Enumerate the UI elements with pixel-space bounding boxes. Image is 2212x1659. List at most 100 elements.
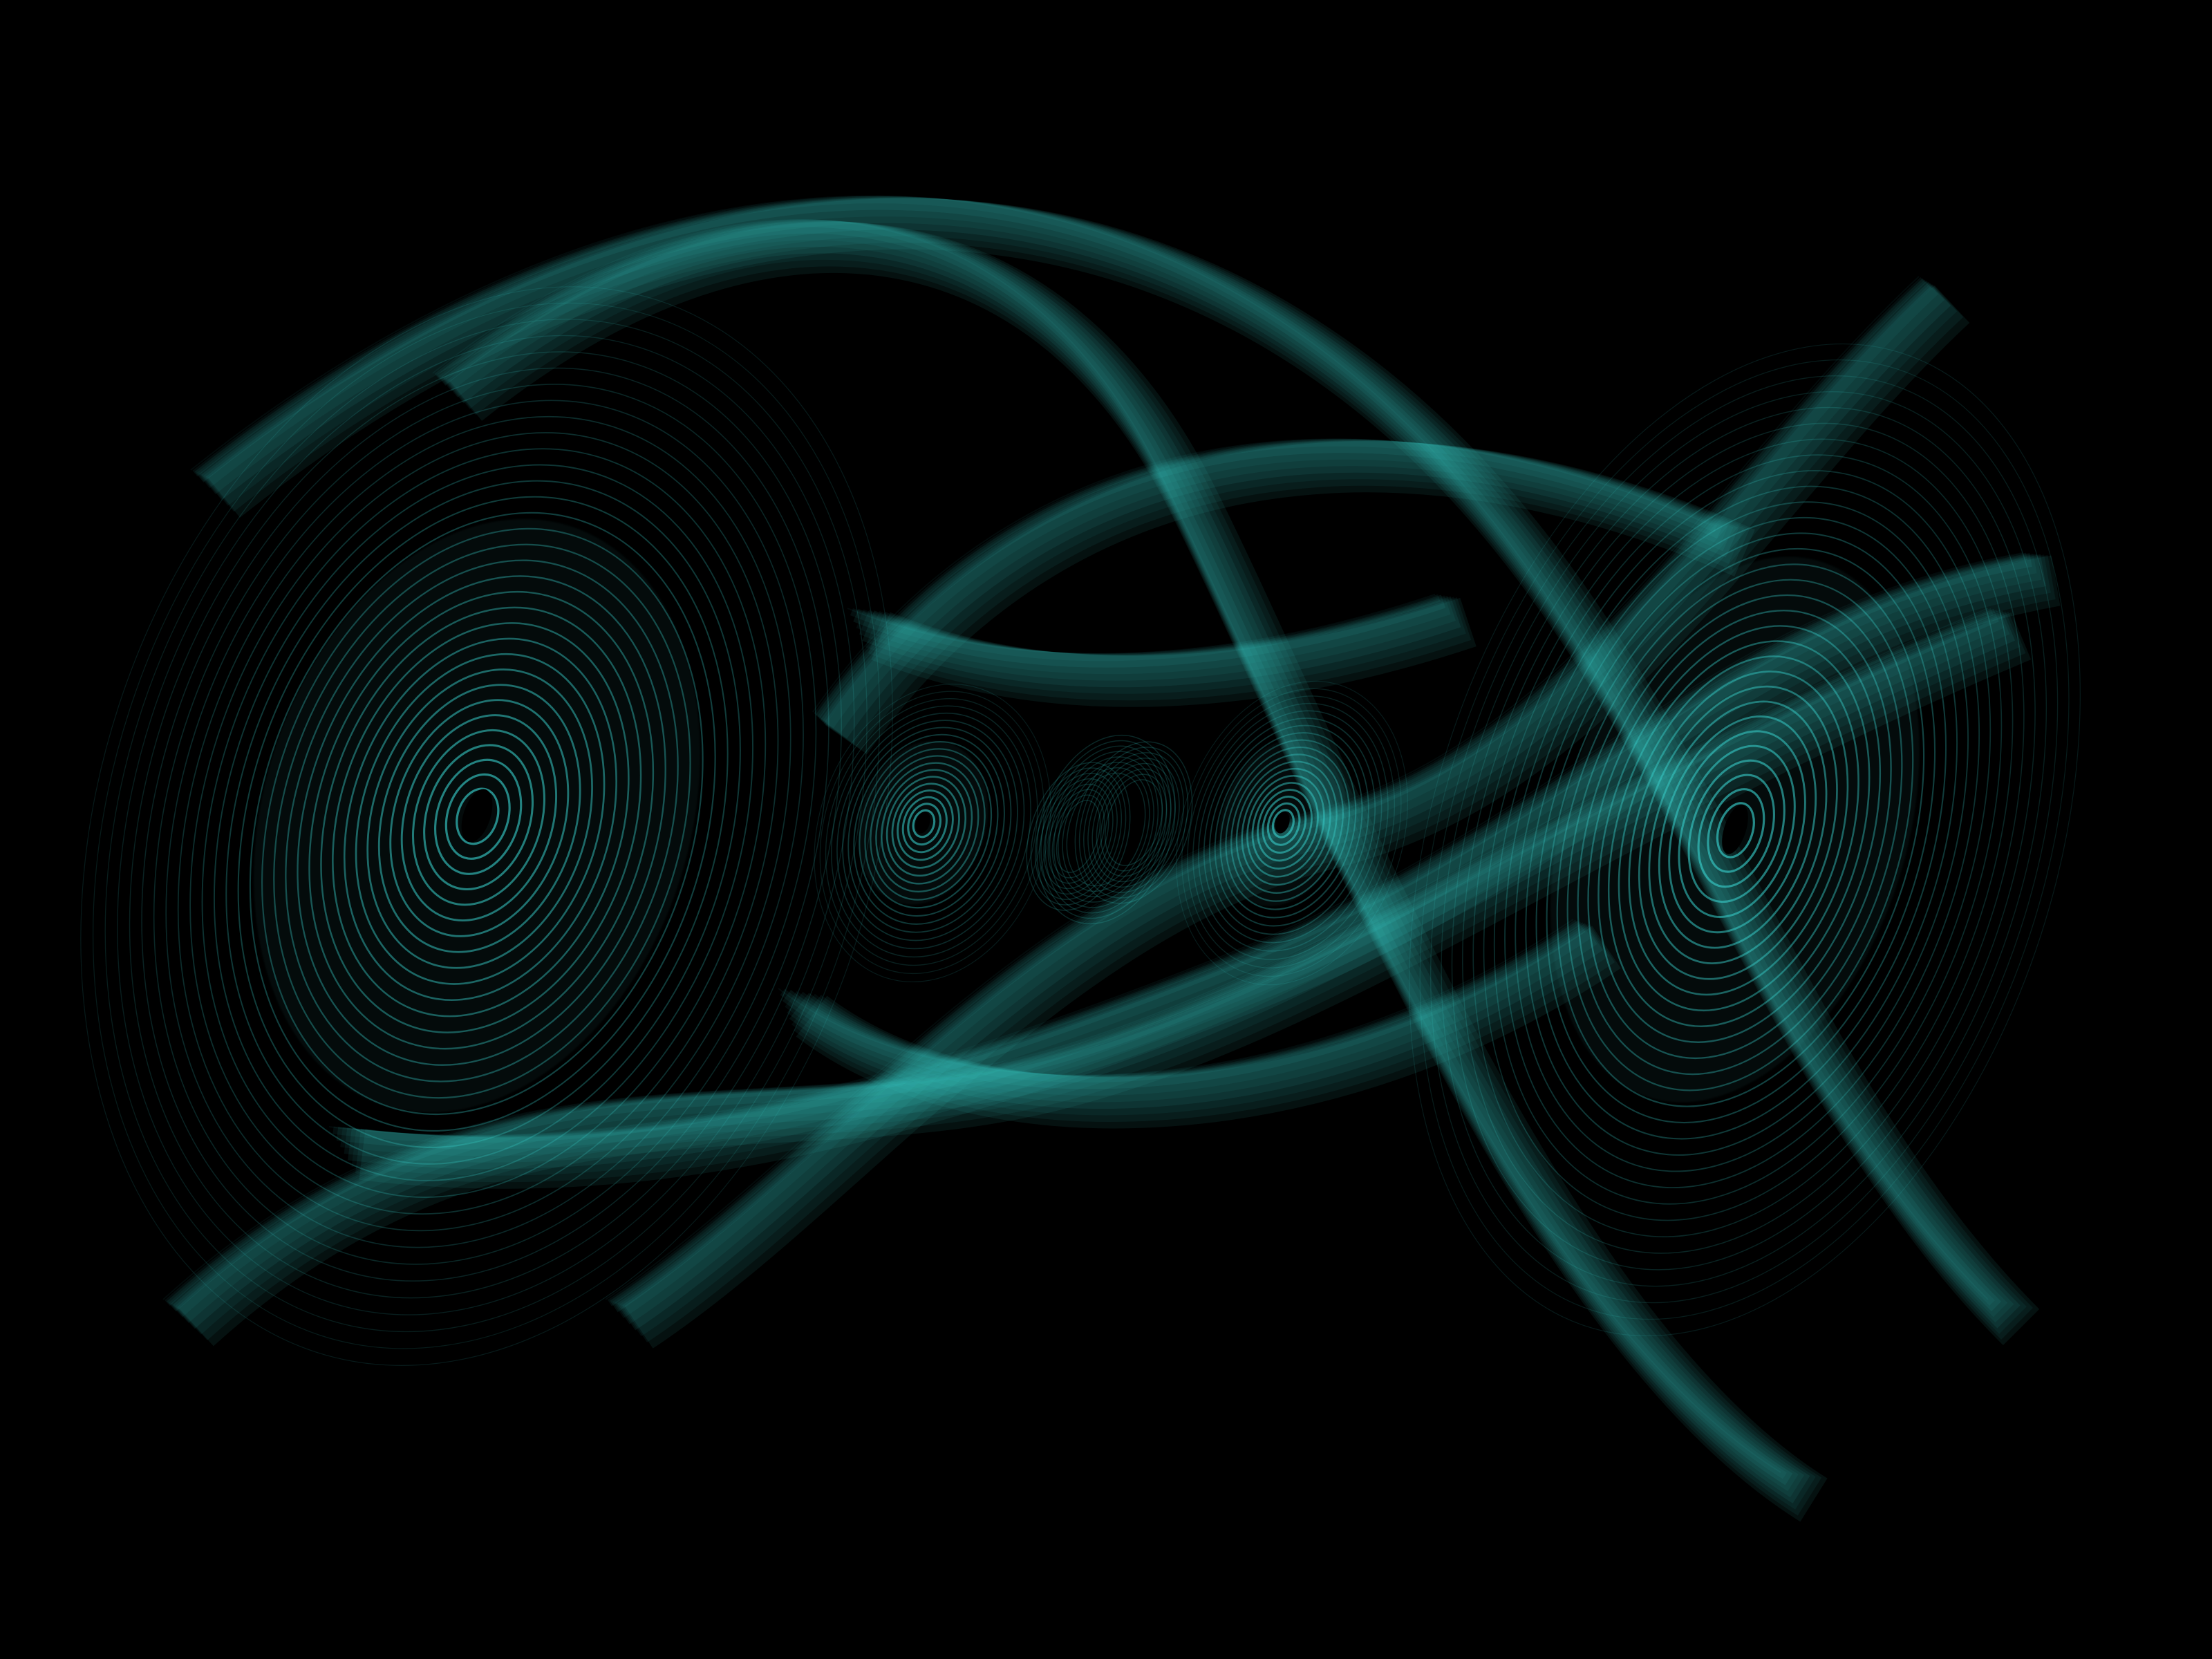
vortex-far-right [1409, 344, 2081, 1337]
ribbon-strand [850, 594, 1441, 662]
middle-loop [1040, 740, 1172, 919]
vortex-ring [1546, 547, 1936, 1124]
vortex-group [80, 286, 2081, 1366]
ribbon-strand [817, 439, 1728, 729]
ribbon-strand [820, 440, 1739, 739]
vortex-ring [1208, 724, 1369, 935]
vortex-ring [1493, 470, 1991, 1205]
vortex-ring [1214, 732, 1363, 927]
ribbon-strand [859, 595, 1456, 681]
vortex-core [1275, 812, 1290, 834]
ribbon-strand [862, 596, 1461, 688]
vortex-ring [814, 684, 1051, 983]
vortex-far-left [80, 286, 893, 1366]
ribbon-strand [815, 439, 1723, 723]
vortex-ring [885, 776, 967, 877]
vortex-inner-left [814, 684, 1051, 983]
vortex-ring [411, 729, 545, 906]
middle-loop [1026, 762, 1131, 911]
vortex-ring [891, 782, 960, 869]
vortex-ring [1597, 625, 1882, 1043]
vortex-ring [273, 543, 691, 1099]
vortex-ring [1678, 744, 1796, 919]
vortex-ring [870, 755, 986, 901]
vortex-ring [1409, 344, 2081, 1337]
middle-loop [1049, 751, 1163, 908]
vortex-ring [214, 464, 753, 1181]
vortex-ring [377, 684, 581, 953]
ribbon-strand [438, 220, 1799, 1492]
vortex-ring [1638, 685, 1838, 980]
vortex-ring [1462, 422, 2025, 1254]
ribbon-strand [434, 219, 1787, 1479]
ribbon-strand [443, 221, 1810, 1503]
vortex-ring [343, 637, 617, 1002]
vortex-ring [1430, 375, 2059, 1304]
vortex-ring [1192, 702, 1389, 960]
vortex-ring [1441, 391, 2047, 1287]
vortex-ring [1176, 680, 1408, 986]
middle-loop [1105, 779, 1163, 866]
vortex-ring [1618, 655, 1859, 1012]
middle-loop [1058, 762, 1154, 897]
vortex-ring [1697, 774, 1775, 888]
vortex-ring [1515, 501, 1969, 1172]
vortex-ring [355, 653, 606, 985]
vortex-ring [1587, 610, 1892, 1060]
vortex-ring [847, 727, 1012, 933]
vortex-ring [830, 705, 1031, 958]
ribbon-strand [432, 218, 1781, 1473]
ribbon-strand [865, 597, 1466, 694]
vortex-ring [1246, 775, 1325, 878]
vortex-ring [1472, 438, 2014, 1237]
ribbon-strand [785, 921, 1592, 1096]
vortex-ring [400, 714, 558, 922]
ribbon-strand [445, 221, 1816, 1510]
vortex-inner-right [1176, 680, 1408, 986]
vortex-ring [177, 415, 791, 1232]
middle-loop [1034, 773, 1123, 900]
vortex-ring [1483, 454, 2003, 1221]
vortex-ring [907, 803, 941, 846]
vortex-ring [141, 367, 830, 1282]
middle-loop [1056, 800, 1101, 873]
vortex-core [1722, 805, 1748, 854]
vortex-ring [912, 809, 936, 838]
ribbon-strand [814, 438, 1718, 718]
vortex-ring [366, 668, 593, 969]
ribbon-strand [447, 221, 1822, 1516]
vortex-ring [1198, 710, 1382, 952]
vortex-ring [1648, 700, 1828, 964]
ribbon-strand [825, 441, 1755, 755]
vortex-ring [864, 748, 993, 909]
vortex-ring [201, 448, 767, 1198]
vortex-ring [1225, 746, 1351, 910]
vortex-ring [1535, 532, 1947, 1140]
vortex-ring [836, 712, 1025, 950]
vortex-ring [1230, 753, 1344, 902]
vortex-ring [842, 720, 1018, 941]
vortex-ring [1566, 579, 1914, 1091]
vortex-ring [237, 496, 729, 1148]
ribbon-strand [847, 594, 1436, 655]
vortex-ring [1266, 802, 1301, 846]
vortex-ring [1607, 640, 1871, 1027]
ribbon-strand [818, 440, 1734, 733]
ribbon-strand [782, 920, 1586, 1089]
middle-loop [1043, 783, 1114, 890]
vortex-ring [897, 789, 954, 861]
vortex-ring [423, 744, 534, 891]
vortex-ring [1181, 688, 1402, 977]
middle-loop [1087, 757, 1180, 888]
vortex-ring [1235, 760, 1338, 894]
vortex-ring [1687, 759, 1785, 903]
ribbon-strand [822, 440, 1745, 744]
middle-loop [1036, 734, 1176, 925]
vortex-ring [165, 400, 804, 1248]
vortex-ring [1219, 739, 1357, 919]
vortex-ring [1556, 563, 1925, 1107]
vortex-ring [1707, 788, 1765, 873]
middle-loop [1044, 745, 1168, 914]
vortex-ring [875, 762, 980, 893]
middle-loop [1078, 747, 1189, 899]
